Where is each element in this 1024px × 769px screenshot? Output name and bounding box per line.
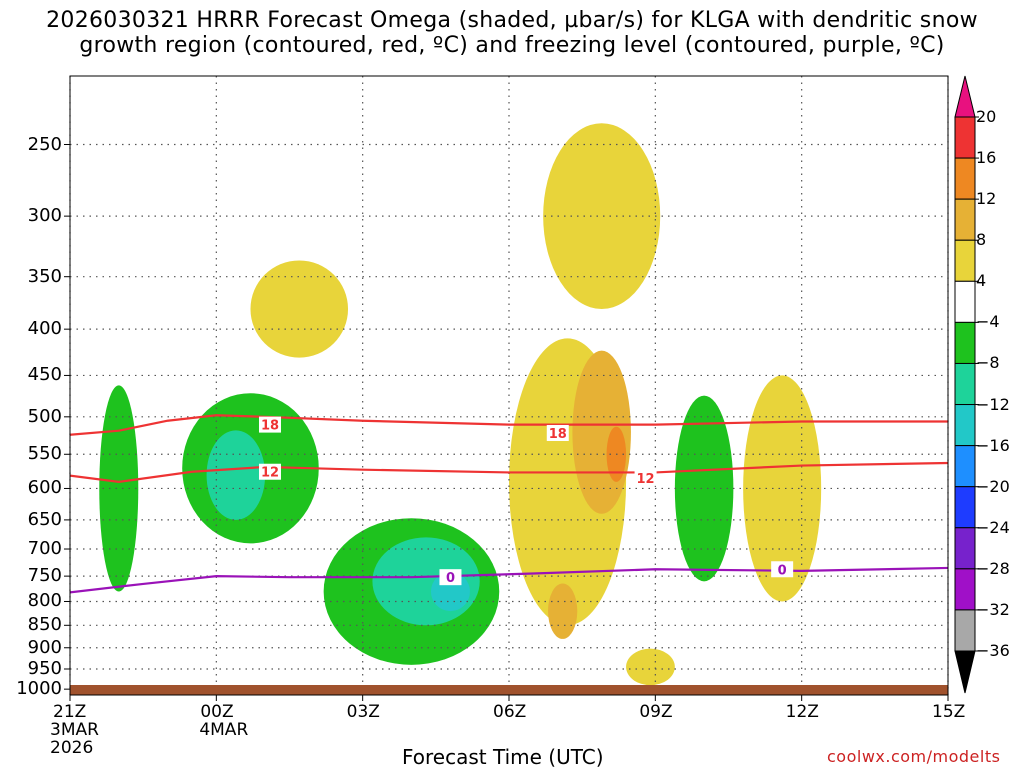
- colorbar-swatch: [954, 609, 976, 652]
- colorbar-swatch: [954, 321, 976, 364]
- omega-region-1: [543, 123, 661, 310]
- contour-freezing-level: [70, 566, 948, 594]
- credit-link[interactable]: coolwx.com/modelts: [827, 747, 1001, 766]
- colorbar-swatch: [954, 568, 976, 611]
- x-axis-title: Forecast Time (UTC): [402, 745, 604, 769]
- contour-label: 0: [778, 563, 787, 578]
- colorbar-swatch: [954, 239, 976, 282]
- y-tick-label-1000: 1000: [16, 678, 62, 700]
- y-tick-label-350: 350: [27, 265, 62, 287]
- colorbar-label: −24: [976, 517, 1010, 537]
- x-tick-label-09Z: 09Z: [639, 702, 673, 722]
- x-date-label: 4MAR: [199, 720, 249, 740]
- x-date-label: 2026: [50, 738, 94, 758]
- colorbar-swatch: [954, 445, 976, 488]
- omega-shading: [99, 123, 822, 686]
- x-tick-label-12Z: 12Z: [785, 702, 819, 722]
- colorbar-swatch: [954, 486, 976, 529]
- omega-region-9: [99, 385, 139, 592]
- colorbar-swatch: [954, 198, 976, 241]
- y-tick-label-500: 500: [27, 405, 62, 427]
- y-tick-label-750: 750: [27, 565, 62, 587]
- omega-region-7: [548, 583, 578, 639]
- y-tick-label-800: 800: [27, 590, 62, 612]
- colorbar-label: 20: [976, 107, 997, 126]
- colorbar-label: 16: [976, 148, 997, 168]
- colorbar-bottom-arrow: [954, 650, 976, 694]
- y-tick-label-550: 550: [27, 443, 62, 465]
- contour-dendritic-upper: [70, 414, 948, 436]
- y-tick-label-850: 850: [27, 614, 62, 636]
- x-tick-label-06Z: 06Z: [493, 702, 527, 722]
- colorbar-label: −4: [976, 312, 1000, 332]
- colorbar-swatch: [954, 157, 976, 200]
- colorbar-label: 8: [976, 230, 987, 250]
- y-tick-label-950: 950: [27, 657, 62, 679]
- ground-strip: [70, 685, 948, 695]
- omega-region-5: [626, 648, 675, 686]
- colorbar-label: −28: [976, 558, 1010, 578]
- colorbar-swatch: [954, 404, 976, 447]
- y-tick-label-400: 400: [27, 318, 62, 340]
- axis-ticks: [64, 144, 949, 701]
- y-tick-label-900: 900: [27, 636, 62, 658]
- y-tick-label-650: 650: [27, 508, 62, 530]
- colorbar-label: −12: [976, 394, 1010, 414]
- contour-label-bg: [771, 561, 794, 578]
- colorbar-label: 4: [976, 271, 987, 291]
- colorbar-top-arrow: [954, 75, 976, 118]
- contour-label: 18: [261, 419, 279, 434]
- contour-label-bg: [634, 469, 657, 486]
- colorbar-label: −16: [976, 435, 1010, 455]
- x-tick-label-00Z: 00Z: [200, 702, 234, 722]
- contour-dendritic-lower: [70, 461, 948, 483]
- colorbar-swatch: [954, 280, 976, 323]
- colorbar-label: −8: [976, 353, 1000, 373]
- contour-label: 12: [261, 466, 279, 481]
- x-tick-label-03Z: 03Z: [346, 702, 380, 722]
- temperature-contours: 18 18 12 12 0 0: [70, 414, 948, 594]
- y-tick-label-300: 300: [27, 205, 62, 227]
- contour-label-bg: [258, 416, 281, 433]
- y-tick-label-450: 450: [27, 364, 62, 386]
- x-date-label: 3MAR: [50, 720, 99, 740]
- colorbar-label: −20: [976, 476, 1010, 496]
- colorbar-label: 12: [976, 189, 997, 209]
- contour-label-bg: [546, 424, 569, 441]
- colorbar-label: −32: [976, 599, 1010, 619]
- chart-title-line2: growth region (contoured, red, ºC) and f…: [79, 33, 945, 58]
- colorbar-swatch: [954, 116, 976, 159]
- y-tick-label-600: 600: [27, 477, 62, 499]
- y-tick-label-700: 700: [27, 538, 62, 560]
- contour-label-bg: [439, 569, 462, 586]
- colorbar-label: −36: [976, 641, 1010, 660]
- x-tick-label-15Z: 15Z: [932, 702, 966, 722]
- omega-region-12: [674, 395, 734, 582]
- omega-region-13: [206, 430, 266, 520]
- colorbar: [954, 75, 979, 694]
- contour-label: 0: [446, 571, 455, 586]
- colorbar-swatch: [954, 527, 976, 570]
- x-tick-label-21Z: 21Z: [53, 702, 87, 722]
- y-tick-label-250: 250: [27, 133, 62, 155]
- colorbar-swatch: [954, 362, 976, 406]
- omega-region-2: [250, 260, 349, 358]
- contour-label: 18: [549, 427, 567, 442]
- plot-background: [70, 76, 948, 695]
- chart-title-line1: 2026030321 HRRR Forecast Omega (shaded, …: [46, 8, 978, 33]
- contour-label: 12: [637, 472, 655, 487]
- contour-label-bg: [258, 463, 281, 480]
